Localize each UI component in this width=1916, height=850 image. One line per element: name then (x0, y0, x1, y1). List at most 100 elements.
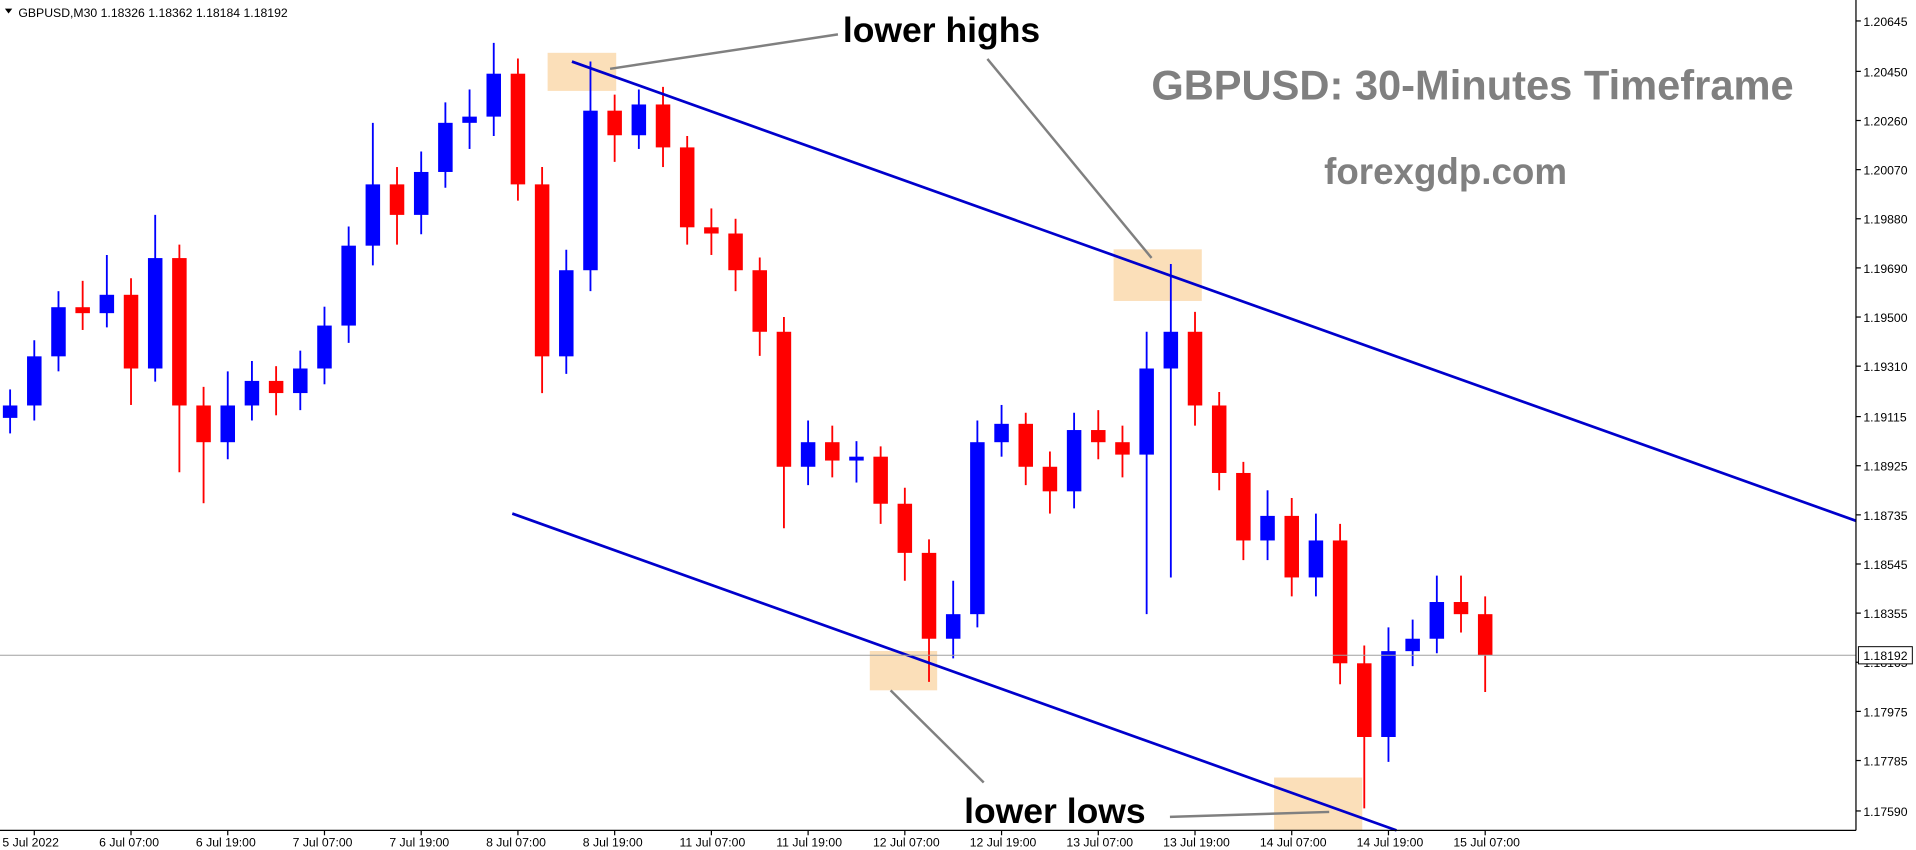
candle-body (1381, 651, 1396, 737)
candle-body (559, 270, 574, 357)
x-tick-label: 12 Jul 19:00 (970, 835, 1037, 849)
y-tick-label: 1.18355 (1863, 607, 1907, 621)
y-tick-label: 1.20645 (1863, 15, 1907, 29)
annotation: lower lows (964, 791, 1146, 831)
candle-body (631, 104, 647, 136)
candle-body (776, 331, 792, 467)
candle-body (220, 405, 236, 443)
highlight-box (1113, 249, 1202, 301)
candle-body (438, 122, 453, 172)
annotation: lower highs (843, 10, 1040, 50)
y-tick-label: 1.18545 (1863, 558, 1907, 572)
candle-body (945, 614, 961, 639)
x-tick-label: 11 Jul 19:00 (776, 835, 842, 849)
x-tick-label: 7 Jul 19:00 (389, 835, 449, 849)
header: GBPUSD,M30 1.18326 1.18362 1.18184 1.181… (18, 6, 288, 20)
y-tick-label: 1.19500 (1863, 311, 1907, 325)
x-tick-label: 14 Jul 07:00 (1260, 835, 1327, 849)
y-tick-label: 1.18735 (1863, 509, 1907, 523)
candle-body (1429, 602, 1445, 639)
y-tick-label: 1.20260 (1863, 114, 1907, 128)
candle-body (534, 184, 550, 357)
candle-body (1405, 638, 1420, 652)
candle-body (607, 110, 622, 136)
candle-body (172, 258, 187, 406)
candle-body (728, 233, 743, 271)
y-tick-label: 1.17975 (1863, 705, 1907, 719)
candle-body (921, 552, 937, 639)
candle-body (1308, 540, 1324, 578)
y-tick-label: 1.17785 (1863, 754, 1907, 768)
candle-body (341, 245, 356, 326)
highlight-box (547, 52, 617, 91)
current-price-label: 1.18192 (1863, 649, 1907, 663)
candle-body (365, 184, 381, 246)
candle-body (1115, 442, 1130, 455)
candle-body (27, 356, 42, 406)
candle-body (1042, 466, 1058, 492)
candle-body (704, 227, 719, 234)
x-tick-label: 8 Jul 19:00 (583, 835, 643, 849)
candle-body (317, 325, 332, 369)
y-tick-label: 1.17590 (1863, 805, 1907, 819)
plot (0, 42, 1857, 832)
highlight-box (869, 651, 938, 691)
x-tick-label: 6 Jul 07:00 (99, 835, 159, 849)
x-tick-label: 6 Jul 19:00 (196, 835, 256, 849)
x-tick-label: 13 Jul 07:00 (1066, 835, 1133, 849)
candle-body (293, 368, 308, 394)
subtitle: forexgdp.com (1324, 151, 1567, 192)
annotation-pointer (889, 689, 985, 784)
candle-body (897, 503, 913, 553)
x-tick-label: 15 Jul 07:00 (1453, 835, 1520, 849)
candle-body (99, 294, 115, 314)
candle-body (655, 104, 671, 148)
annotation-pointer (986, 58, 1153, 259)
annotation-pointer (609, 33, 839, 71)
candle-body (462, 116, 477, 123)
y-tick-label: 1.18925 (1863, 460, 1907, 474)
candle-body (1236, 472, 1251, 541)
candle-body (679, 147, 695, 228)
candle-body (1139, 368, 1154, 455)
trend-line (511, 512, 1397, 832)
trend-line (571, 60, 1857, 523)
candle-body (873, 456, 888, 504)
candle-body (196, 405, 211, 443)
x-tick-label: 8 Jul 07:00 (486, 835, 546, 849)
y-tick-label: 1.19115 (1863, 410, 1906, 424)
candle-body (994, 423, 1009, 443)
candle-body (1187, 331, 1203, 406)
highlight-box (1274, 777, 1363, 831)
candle-body (413, 171, 429, 215)
chart-title: GBPUSD: 30-Minutes Timeframe (1151, 61, 1793, 108)
candle-body (970, 442, 985, 615)
candle-body (583, 110, 598, 271)
candle-body (825, 442, 840, 461)
candle-body (800, 442, 816, 467)
y-tick-label: 1.19310 (1863, 360, 1907, 374)
x-tick-label: 12 Jul 07:00 (873, 835, 940, 849)
candle-body (1211, 405, 1227, 473)
candle-body (244, 380, 260, 406)
y-tick-label: 1.20070 (1863, 164, 1907, 178)
x-tick-label: 13 Jul 19:00 (1163, 835, 1230, 849)
candle-body (51, 307, 66, 357)
candle-body (1018, 423, 1033, 467)
x-tick-label: 7 Jul 07:00 (293, 835, 353, 849)
candle-body (75, 307, 90, 314)
current-price-box (1857, 646, 1913, 665)
candle-body (123, 294, 139, 369)
candle-body (1091, 430, 1106, 443)
candle-body (849, 456, 864, 461)
candle-body (1332, 540, 1348, 664)
candle-body (147, 258, 163, 369)
header-icon (4, 8, 13, 14)
x-tick-label: 5 Jul 2022 (2, 835, 59, 849)
candle-body (2, 405, 18, 418)
candle-body (510, 73, 526, 185)
x-tick-label: 11 Jul 07:00 (680, 835, 746, 849)
